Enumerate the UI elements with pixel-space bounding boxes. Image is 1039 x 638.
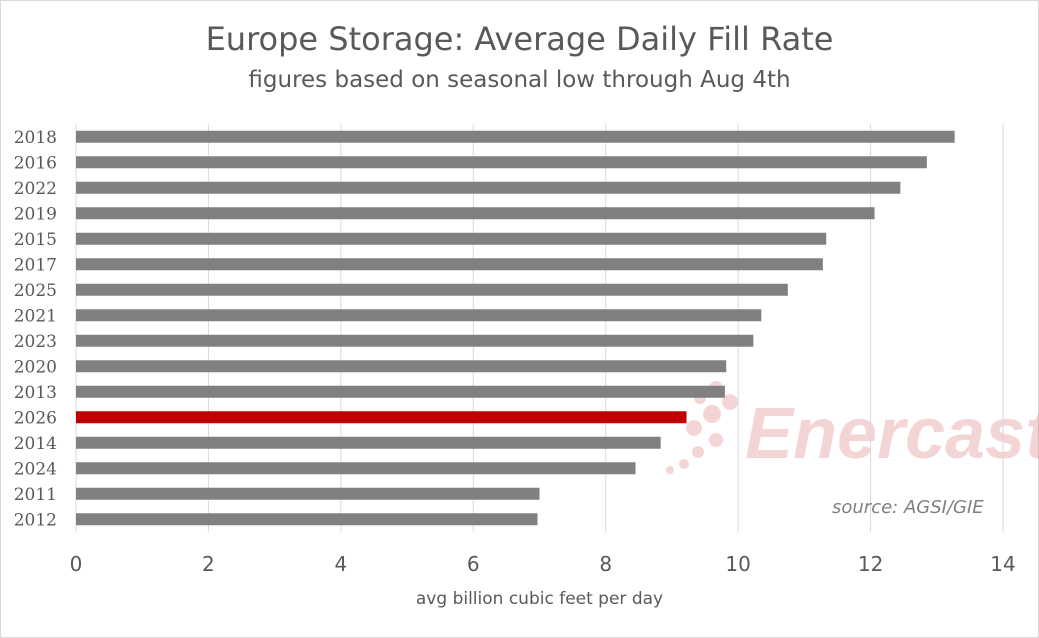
bar-2020 bbox=[76, 360, 727, 373]
x-tick-label: 12 bbox=[858, 552, 883, 576]
x-tick-label: 0 bbox=[70, 552, 83, 576]
x-axis-label: avg billion cubic feet per day bbox=[415, 589, 664, 609]
y-tick-label: 2023 bbox=[14, 332, 57, 352]
chart-title: Europe Storage: Average Daily Fill Rate bbox=[205, 20, 834, 58]
y-tick-label: 2024 bbox=[14, 459, 57, 479]
x-tick-label: 4 bbox=[334, 552, 347, 576]
bar-2023 bbox=[76, 334, 754, 347]
bar-2024 bbox=[76, 462, 636, 475]
bar-2012 bbox=[76, 513, 538, 526]
watermark-text: Enercast bbox=[745, 394, 1039, 474]
bars bbox=[76, 130, 955, 526]
bar-2022 bbox=[76, 181, 901, 194]
y-tick-label: 2022 bbox=[14, 179, 57, 199]
chart-subtitle: figures based on seasonal low through Au… bbox=[248, 67, 791, 93]
y-tick-label: 2020 bbox=[14, 357, 57, 377]
bar-2015 bbox=[76, 232, 827, 245]
bar-2016 bbox=[76, 156, 927, 169]
bar-2025 bbox=[76, 283, 788, 296]
x-tick-label: 6 bbox=[467, 552, 480, 576]
x-tick-label: 8 bbox=[599, 552, 612, 576]
y-tick-label: 2026 bbox=[14, 408, 57, 428]
bar-2017 bbox=[76, 258, 823, 271]
y-tick-label: 2019 bbox=[14, 204, 57, 224]
bar-2021 bbox=[76, 309, 762, 322]
bar-2019 bbox=[76, 207, 875, 220]
y-tick-label: 2014 bbox=[14, 434, 57, 454]
y-tick-label: 2012 bbox=[14, 510, 57, 530]
y-tick-label: 2011 bbox=[14, 485, 57, 505]
y-tick-labels: 2018 2016 2022 2019 2015 2017 2025 2021 2023 2020… bbox=[14, 128, 57, 531]
x-tick-labels: 0 2 4 6 8 10 12 14 bbox=[70, 552, 1016, 576]
x-tick-label: 14 bbox=[990, 552, 1015, 576]
x-tick-label: 2 bbox=[202, 552, 215, 576]
x-tick-label: 10 bbox=[725, 552, 750, 576]
enercast-watermark-logo: Enercast bbox=[666, 381, 1039, 474]
y-tick-label: 2025 bbox=[14, 281, 57, 301]
y-tick-label: 2017 bbox=[14, 255, 57, 275]
source-note: source: AGSI/GIE bbox=[832, 497, 984, 518]
y-tick-label: 2016 bbox=[14, 153, 57, 173]
y-tick-label: 2018 bbox=[14, 128, 57, 148]
y-tick-label: 2015 bbox=[14, 230, 57, 250]
bar-2011 bbox=[76, 487, 540, 500]
bar-2014 bbox=[76, 436, 661, 449]
bar-2018 bbox=[76, 130, 955, 143]
bar-2026 bbox=[76, 411, 687, 424]
bar-2013 bbox=[76, 385, 725, 398]
y-tick-label: 2013 bbox=[14, 383, 57, 403]
y-tick-label: 2021 bbox=[14, 306, 57, 326]
